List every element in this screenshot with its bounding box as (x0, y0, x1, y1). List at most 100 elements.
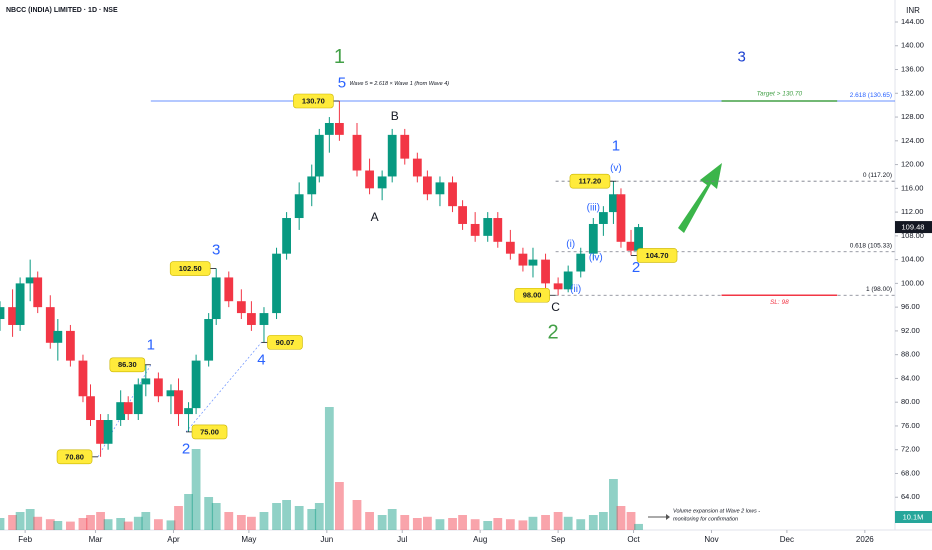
volume-note: monitoring for confirmation (673, 516, 738, 522)
volume-bar (483, 521, 493, 530)
volume-bar (15, 512, 25, 530)
candle-body (133, 384, 143, 415)
volume-bar (563, 516, 573, 530)
volume-bar (493, 518, 503, 530)
price-pill (109, 357, 146, 373)
volume-bar (541, 515, 550, 530)
x-tick-label: Sep (551, 535, 566, 544)
x-tick-label: Apr (167, 535, 180, 544)
volume-bar (435, 519, 445, 530)
y-tick-label: 96.00 (901, 302, 920, 311)
price-pill (514, 287, 550, 303)
volume-bar (8, 515, 17, 530)
wave-label: B (391, 109, 399, 123)
x-tick-label: Nov (704, 535, 718, 544)
volume-bar (470, 519, 480, 530)
y-tick-label: 120.00 (901, 160, 924, 169)
candle-body (282, 218, 292, 254)
y-tick-label: 140.00 (901, 41, 924, 50)
volume-arrow (648, 514, 670, 520)
volume-bar (153, 519, 163, 530)
wave-label: 1 (612, 138, 620, 155)
volume-tag-label: 10.1M (903, 512, 924, 521)
y-tick-label: 100.00 (901, 278, 924, 287)
x-tick-label: Dec (780, 535, 794, 544)
price-pill-label: 104.70 (646, 251, 669, 260)
y-tick-label: 108.00 (901, 231, 924, 240)
wave-label: 3 (212, 242, 220, 259)
candle-body (324, 122, 334, 135)
candle-body (184, 408, 193, 415)
volume-bar (609, 479, 618, 530)
volume-bar (0, 518, 5, 530)
price-pill-label: 117.20 (579, 177, 602, 186)
candle-body (553, 283, 563, 290)
y-tick-label: 88.00 (901, 350, 920, 359)
fib-label: 2.618 (130.65) (850, 92, 892, 99)
candle-body (103, 420, 113, 444)
y-tick-label: 136.00 (901, 65, 924, 74)
price-pill-label: 90.07 (276, 338, 295, 347)
x-tick-label: Mar (89, 535, 103, 544)
candle-body (96, 420, 105, 444)
y-tick-label: 92.00 (901, 326, 920, 335)
candle-body (25, 277, 35, 284)
volume-bar (634, 523, 643, 530)
volume-bar (458, 515, 467, 530)
candle-body (422, 176, 432, 195)
candle-body (609, 194, 618, 213)
wave-connector (185, 342, 262, 433)
y-tick-label: 72.00 (901, 445, 920, 454)
volume-bar (166, 520, 176, 530)
x-tick-label: Jun (320, 535, 333, 544)
candle-body (365, 170, 374, 189)
volume-bar (211, 503, 221, 530)
wave-label: C (551, 300, 560, 314)
candle-body (174, 390, 183, 415)
candle-body (259, 313, 269, 325)
volume-bar (224, 512, 234, 530)
wave-label: 2 (548, 322, 559, 344)
wave-label: (v) (610, 163, 622, 174)
y-tick-label: 68.00 (901, 468, 920, 477)
wave-label: 3 (737, 49, 745, 66)
candle-body (204, 319, 214, 361)
candle-body (15, 283, 25, 325)
volume-bar (352, 500, 362, 530)
candle-body (634, 227, 643, 251)
candle-body (236, 301, 246, 314)
y-tick-label: 84.00 (901, 373, 920, 382)
volume-note: Volume expansion at Wave 2 lows - (673, 508, 760, 514)
wave-label: 1 (147, 337, 155, 354)
last-price-label: 109.48 (902, 223, 925, 232)
candle-body (123, 402, 133, 415)
volume-bar (518, 520, 528, 530)
wave-label: 5 (338, 75, 346, 92)
volume-bar (294, 506, 304, 530)
candle-body (211, 277, 221, 320)
candle-body (247, 313, 256, 325)
volume-bar (400, 515, 410, 530)
candle-body (505, 241, 515, 254)
volume-bar (377, 515, 387, 530)
x-tick-label: Feb (18, 535, 32, 544)
volume-bar (314, 503, 324, 530)
candle-body (116, 402, 126, 421)
volume-bar (505, 519, 515, 530)
volume-bar (528, 516, 538, 530)
volume-tag (895, 511, 932, 523)
candle-body (616, 194, 626, 242)
fib-label: 1 (98.00) (866, 286, 892, 293)
wave-label: 1 (334, 46, 345, 68)
candle-body (458, 206, 467, 224)
volume-bar (553, 512, 563, 530)
volume-bar (133, 516, 143, 530)
price-pill-label: 98.00 (523, 291, 542, 300)
volume-bar (33, 516, 43, 530)
volume-bar (387, 509, 397, 530)
candle-body (400, 134, 410, 159)
volume-bar (174, 506, 183, 530)
volume-bar (412, 518, 422, 530)
candle-body (224, 277, 234, 302)
fib-label: 0.618 (105.33) (850, 242, 892, 249)
